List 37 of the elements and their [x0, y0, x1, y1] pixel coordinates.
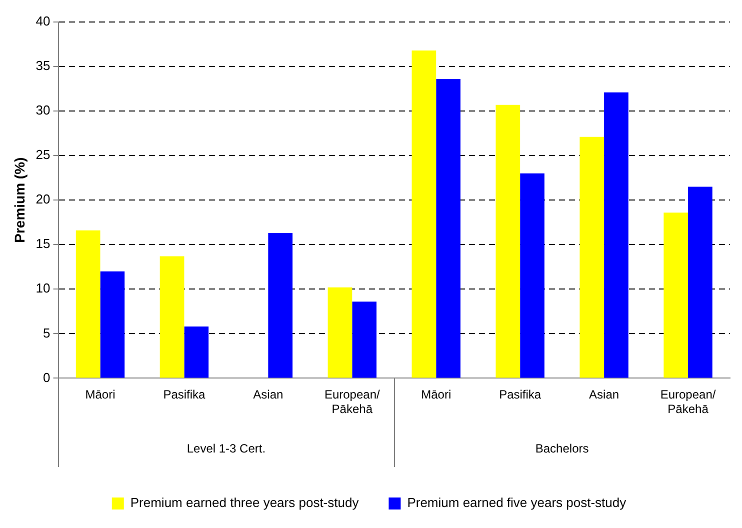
x-tick-label: Māori	[85, 388, 116, 402]
bar	[184, 326, 209, 378]
bar	[76, 230, 100, 378]
bar	[352, 302, 376, 378]
x-tick-label: European/ Pākehā	[324, 388, 380, 416]
legend-label: Premium earned three years post-study	[130, 495, 360, 510]
y-tick-label: 0	[43, 370, 50, 385]
x-tick-label: Pasifika	[499, 388, 542, 402]
y-tick-label: 40	[36, 14, 50, 29]
bar	[100, 271, 125, 378]
x-tick-label: Asian	[253, 388, 284, 402]
bar	[412, 50, 436, 378]
bar	[664, 212, 688, 378]
bar	[496, 104, 520, 378]
bar	[268, 233, 293, 378]
bar	[436, 78, 460, 378]
y-axis-title: Premium (%)	[11, 157, 28, 243]
y-tick-label: 30	[36, 102, 50, 118]
y-tick-label: 35	[36, 58, 50, 74]
y-tick-label: 10	[36, 280, 50, 296]
y-tick-label: 15	[36, 236, 50, 252]
bar	[160, 256, 184, 378]
y-tick-label: 25	[36, 147, 50, 162]
text: Bachelors	[535, 441, 589, 456]
bar	[520, 173, 544, 378]
bar	[580, 136, 604, 378]
x-tick-label: Asian	[589, 388, 620, 402]
legend-label: Premium earned five years post-study	[407, 495, 627, 510]
y-tick-label: 5	[43, 325, 50, 340]
x-tick-label: European/ Pākehā	[660, 388, 716, 416]
bar	[604, 92, 628, 378]
x-tick-label: Māori	[421, 388, 452, 402]
bar	[328, 287, 352, 378]
x-tick-label: Pasifika	[163, 388, 206, 402]
bar	[688, 186, 712, 378]
y-tick-label: 20	[36, 192, 50, 207]
text: Level 1-3 Cert.	[186, 441, 266, 456]
